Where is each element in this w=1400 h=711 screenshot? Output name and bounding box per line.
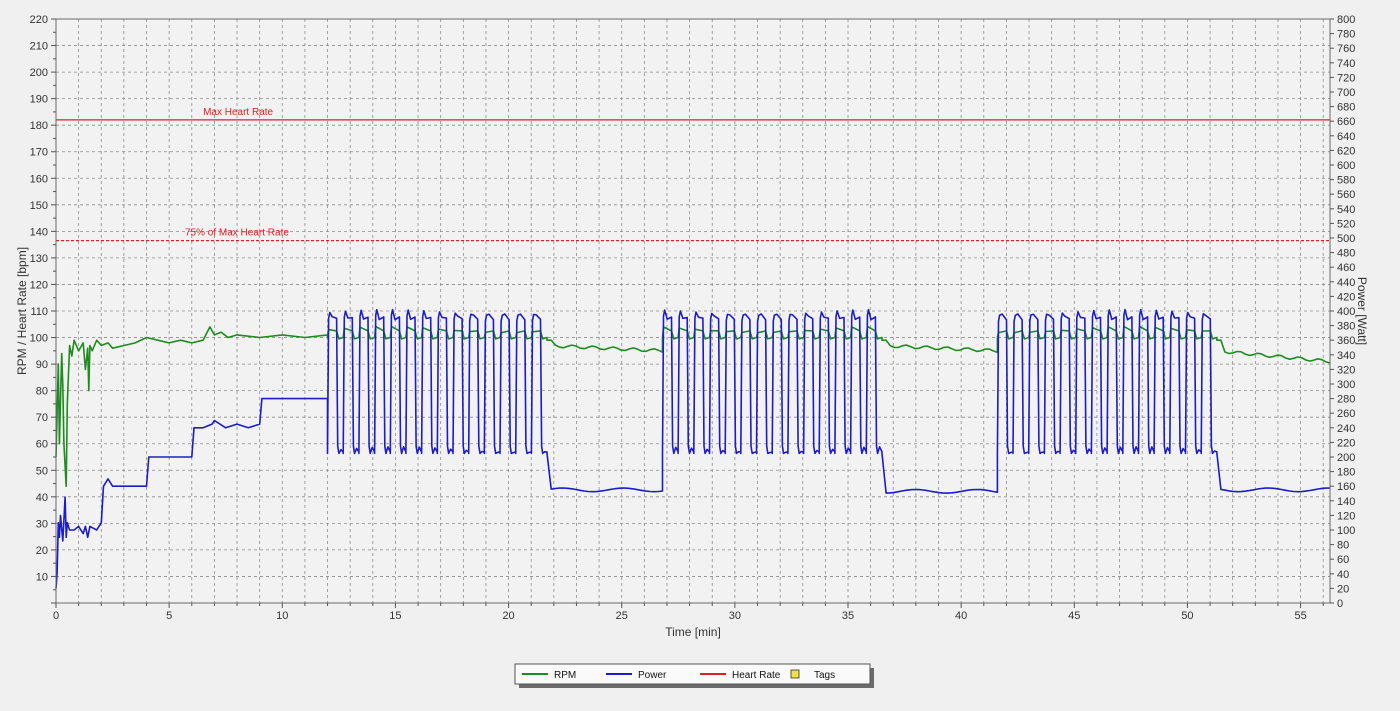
y-right-tick-label: 340 <box>1337 350 1355 362</box>
y-right-tick-label: 20 <box>1337 583 1349 595</box>
x-tick-label: 35 <box>842 610 854 622</box>
y-right-tick-label: 0 <box>1337 598 1343 610</box>
x-tick-label: 20 <box>502 610 514 622</box>
legend-label: RPM <box>554 670 576 681</box>
y-right-tick-label: 300 <box>1337 379 1355 391</box>
y-left-tick-label: 180 <box>30 120 48 132</box>
legend-swatch-tags <box>790 669 800 679</box>
y-right-tick-label: 180 <box>1337 467 1355 479</box>
y-right-tick-label: 320 <box>1337 364 1355 376</box>
y-left-tick-label: 150 <box>30 200 48 212</box>
y-right-tick-label: 80 <box>1337 540 1349 552</box>
y-left-tick-label: 100 <box>30 333 48 345</box>
y-right-tick-label: 240 <box>1337 423 1355 435</box>
y-left-tick-label: 10 <box>36 571 48 583</box>
y-right-tick-label: 520 <box>1337 218 1355 230</box>
y-right-tick-label: 620 <box>1337 145 1355 157</box>
x-tick-label: 10 <box>276 610 288 622</box>
y-left-tick-label: 40 <box>36 492 48 504</box>
y-right-tick-label: 420 <box>1337 291 1355 303</box>
y-right-tick-label: 400 <box>1337 306 1355 318</box>
legend-box <box>514 663 871 685</box>
legend-label: Tags <box>814 670 835 681</box>
y-right-tick-label: 360 <box>1337 335 1355 347</box>
x-tick-label: 15 <box>389 610 401 622</box>
series-line-power <box>55 308 1330 589</box>
x-tick-label: 55 <box>1294 610 1306 622</box>
y-right-tick-label: 740 <box>1337 58 1355 70</box>
legend-label: Power <box>638 670 667 681</box>
y-left-tick-label: 120 <box>30 279 48 291</box>
y-right-tick-label: 480 <box>1337 248 1355 260</box>
y-right-tick-label: 640 <box>1337 131 1355 143</box>
x-tick-label: 25 <box>616 610 628 622</box>
x-axis-label: Time [min] <box>665 625 721 639</box>
y-right-tick-label: 380 <box>1337 321 1355 333</box>
y-left-tick-label: 170 <box>30 147 48 159</box>
y-right-tick-label: 680 <box>1337 102 1355 114</box>
y-left-tick-label: 190 <box>30 94 48 106</box>
y-right-tick-label: 280 <box>1337 394 1355 406</box>
y-left-tick-label: 20 <box>36 545 48 557</box>
y-left-tick-label: 60 <box>36 439 48 451</box>
y-right-tick-label: 440 <box>1337 277 1355 289</box>
axes: 0 5 10 15 20 25 30 35 40 45 50 55 10 20 30 40 50 60 70 80 90… <box>30 14 1356 622</box>
x-tick-label: 45 <box>1068 610 1080 622</box>
y-left-tick-label: 70 <box>36 412 48 424</box>
x-tick-label: 5 <box>166 610 172 622</box>
y-right-tick-label: 580 <box>1337 175 1355 187</box>
reference-lines: Max Heart Rate 75% of Max Heart Rate <box>56 107 1330 242</box>
x-tick-label: 40 <box>955 610 967 622</box>
x-tick-label: 0 <box>53 610 59 622</box>
y-right-tick-label: 40 <box>1337 569 1349 581</box>
y-right-tick-label: 120 <box>1337 510 1355 522</box>
y-right-tick-label: 660 <box>1337 116 1355 128</box>
y-right-tick-label: 100 <box>1337 525 1355 537</box>
y-right-tick-label: 140 <box>1337 496 1355 508</box>
y-left-tick-label: 140 <box>30 226 48 238</box>
y-right-tick-label: 460 <box>1337 262 1355 274</box>
y-left-tick-label: 220 <box>30 14 48 26</box>
y-right-tick-label: 60 <box>1337 554 1349 566</box>
y-right-tick-label: 540 <box>1337 204 1355 216</box>
y-left-tick-label: 110 <box>30 306 48 318</box>
y-left-tick-label: 160 <box>30 173 48 185</box>
y-right-tick-label: 720 <box>1337 72 1355 84</box>
y-axis-right-label: Power [Watt] <box>1355 277 1369 345</box>
reference-line-label: Max Heart Rate <box>203 107 273 118</box>
y-right-tick-label: 260 <box>1337 408 1355 420</box>
y-left-tick-label: 50 <box>36 465 48 477</box>
y-right-tick-label: 760 <box>1337 43 1355 55</box>
y-axis-left-label: RPM / Heart Rate [bpm] <box>15 247 29 375</box>
y-left-tick-label: 200 <box>30 67 48 79</box>
reference-line-label: 75% of Max Heart Rate <box>185 228 289 239</box>
y-right-tick-label: 800 <box>1337 14 1355 26</box>
y-left-tick-label: 210 <box>30 41 48 53</box>
y-left-tick-label: 130 <box>30 253 48 265</box>
legend-label: Heart Rate <box>732 670 781 681</box>
y-left-tick-label: 30 <box>36 518 48 530</box>
y-right-tick-label: 500 <box>1337 233 1355 245</box>
y-right-tick-label: 780 <box>1337 29 1355 41</box>
y-right-tick-label: 700 <box>1337 87 1355 99</box>
y-right-tick-label: 200 <box>1337 452 1355 464</box>
y-left-tick-label: 90 <box>36 359 48 371</box>
x-tick-label: 30 <box>729 610 741 622</box>
legend: RPM Power Heart Rate Tags <box>514 663 874 688</box>
y-right-tick-label: 600 <box>1337 160 1355 172</box>
y-right-tick-label: 220 <box>1337 437 1355 449</box>
y-left-tick-label: 80 <box>36 386 48 398</box>
y-right-tick-label: 160 <box>1337 481 1355 493</box>
series-lines <box>55 308 1331 589</box>
y-right-tick-label: 560 <box>1337 189 1355 201</box>
x-tick-label: 50 <box>1181 610 1193 622</box>
